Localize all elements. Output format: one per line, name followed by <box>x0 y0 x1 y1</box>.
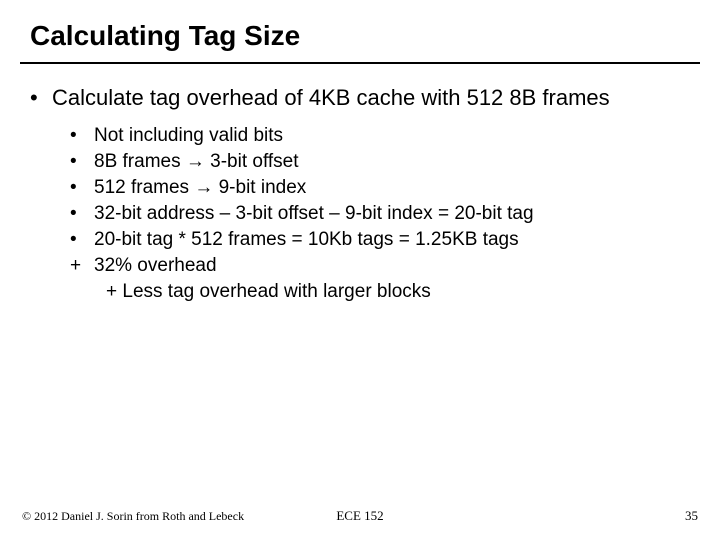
bullet-mark: • <box>70 203 94 225</box>
bullet-mark: • <box>70 229 94 251</box>
title-underline <box>20 62 700 64</box>
main-bullet-text: Calculate tag overhead of 4KB cache with… <box>52 85 610 110</box>
bullet-dot-icon: • <box>30 85 52 111</box>
list-item: •32-bit address – 3-bit offset – 9-bit i… <box>70 203 534 225</box>
main-bullet: •Calculate tag overhead of 4KB cache wit… <box>30 85 610 111</box>
list-item-text: 32-bit address – 3-bit offset – 9-bit in… <box>94 203 534 224</box>
list-item: •8B frames → 3-bit offset <box>70 151 534 173</box>
list-item: •512 frames → 9-bit index <box>70 177 534 199</box>
plus-mark: + <box>106 281 117 302</box>
list-item-text: 512 frames → 9-bit index <box>94 177 306 198</box>
list-item-text: 8B frames → 3-bit offset <box>94 151 299 172</box>
list-sub-item: + Less tag overhead with larger blocks <box>106 281 534 303</box>
bullet-mark: • <box>70 125 94 147</box>
list-item: •Not including valid bits <box>70 125 534 147</box>
list-item: +32% overhead <box>70 255 534 277</box>
list-sub-item-text: Less tag overhead with larger blocks <box>122 281 430 302</box>
sub-list: •Not including valid bits •8B frames → 3… <box>70 125 534 307</box>
bullet-mark: • <box>70 177 94 199</box>
slide-title: Calculating Tag Size <box>30 20 300 52</box>
bullet-mark: • <box>70 151 94 173</box>
list-item-text: 32% overhead <box>94 255 217 276</box>
slide: Calculating Tag Size •Calculate tag over… <box>0 0 720 540</box>
list-item-text: Not including valid bits <box>94 125 283 146</box>
footer-page-number: 35 <box>685 508 698 524</box>
footer-course: ECE 152 <box>0 508 720 524</box>
plus-mark: + <box>70 255 94 277</box>
list-item: •20-bit tag * 512 frames = 10Kb tags = 1… <box>70 229 534 251</box>
list-item-text: 20-bit tag * 512 frames = 10Kb tags = 1.… <box>94 229 519 250</box>
